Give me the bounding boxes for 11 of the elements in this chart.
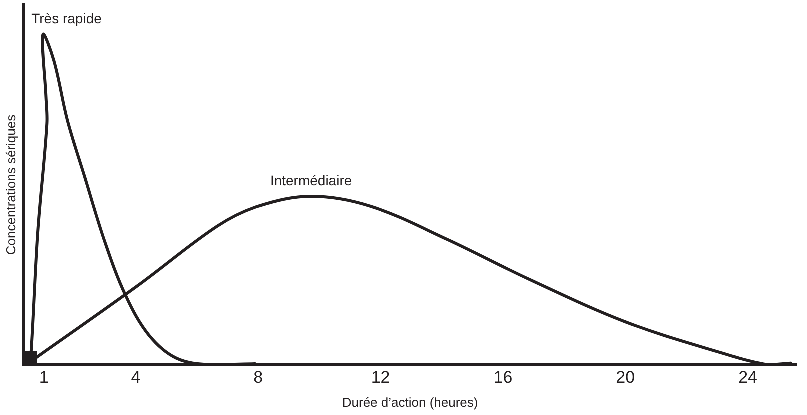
x-tick-label: 4 — [131, 368, 141, 387]
x-tick-label: 24 — [738, 368, 758, 387]
x-tick-label: 12 — [371, 368, 390, 387]
series-label: Très rapide — [32, 10, 102, 27]
x-tick-label: 8 — [254, 368, 264, 387]
series-label: Intermédiaire — [270, 172, 352, 188]
x-axis-title: Durée d’action (heures) — [342, 394, 478, 410]
y-axis-title: Concentrations sériques — [3, 114, 18, 256]
x-tick-label: 16 — [494, 368, 513, 387]
x-tick-label: 20 — [616, 368, 636, 387]
x-tick-label: 1 — [39, 368, 49, 387]
